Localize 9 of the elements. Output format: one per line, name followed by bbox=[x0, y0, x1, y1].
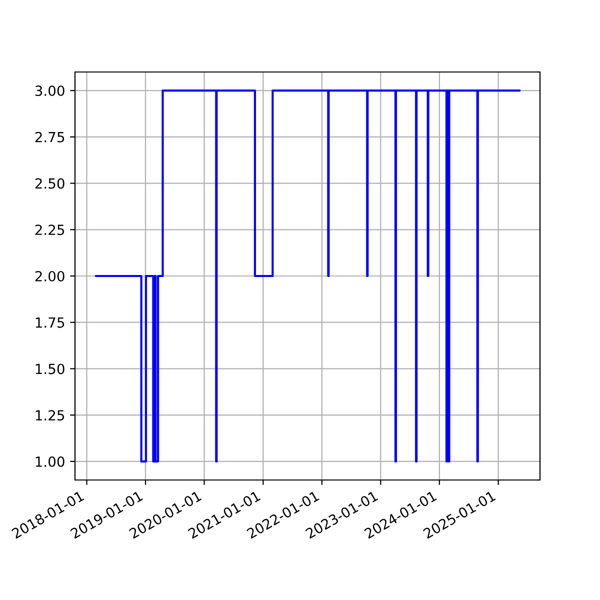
y-tick-label: 2.75 bbox=[35, 132, 64, 142]
y-tick-label: 1.00 bbox=[36, 456, 64, 467]
y-tick-label: 1.50 bbox=[36, 364, 64, 374]
y-tick-label: 2.25 bbox=[35, 224, 64, 236]
y-tick-label: 2.00 bbox=[35, 270, 64, 282]
y-tick-label: 1.75 bbox=[36, 318, 64, 328]
y-tick-label: 1.25 bbox=[36, 410, 64, 421]
y-tick-label: 2.50 bbox=[35, 178, 64, 189]
y-tick-label: 3.00 bbox=[35, 86, 64, 96]
